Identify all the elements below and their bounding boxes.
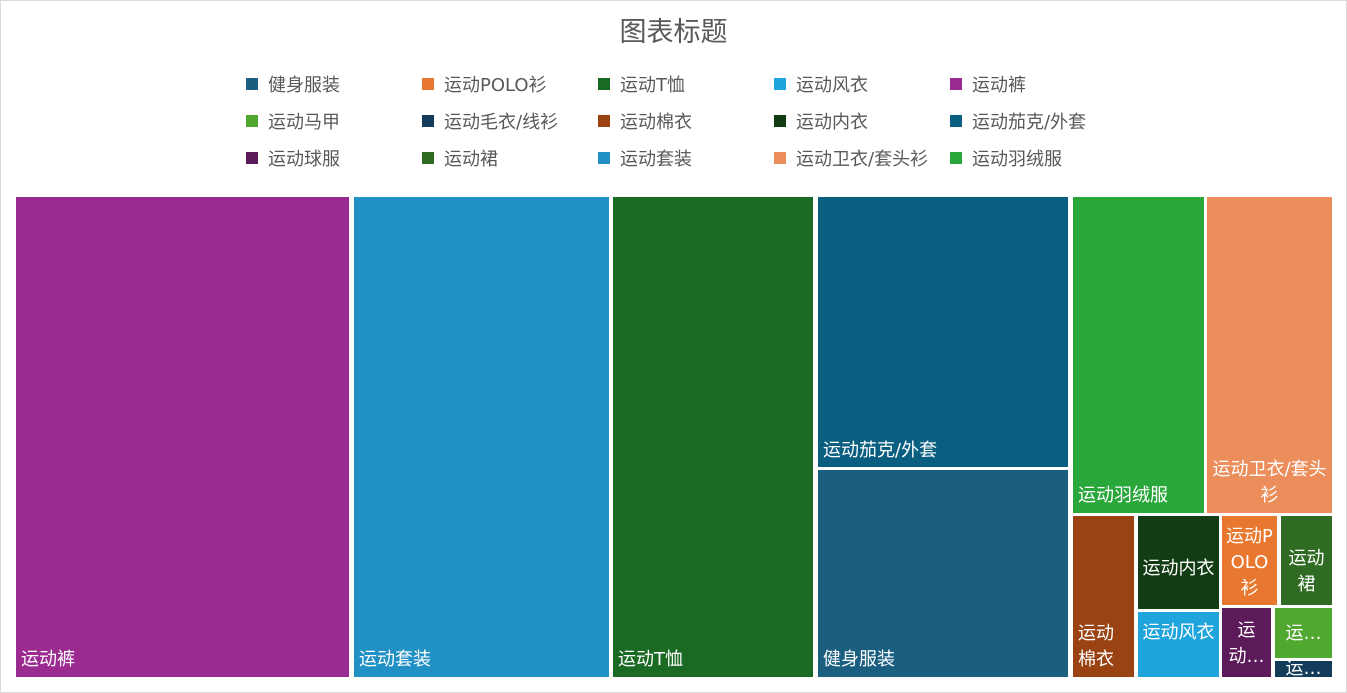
treemap-tile: 运动… [1219,605,1274,680]
legend-label: 运动套装 [620,149,692,170]
legend-item: 运动裤 [950,70,1026,98]
legend-swatch [598,152,610,164]
legend-item: 运动内衣 [774,107,868,135]
treemap-tile: 运… [1272,605,1335,661]
treemap-tile: 健身服装 [815,467,1071,680]
legend-swatch [422,152,434,164]
legend-swatch [950,152,962,164]
legend-item: 运动羽绒服 [950,144,1062,172]
treemap-tile: 运动裙 [1278,513,1335,608]
tile-label: 运动… [1228,620,1265,667]
legend-item: 运动套装 [598,144,692,172]
legend-swatch [950,115,962,127]
legend-label: 健身服装 [268,75,340,96]
treemap-tile: 运动套装 [351,194,612,680]
treemap-tile: 运动羽绒服 [1070,194,1207,516]
legend-item: 运动POLO衫 [422,70,547,98]
treemap-tile: 运动棉衣 [1070,513,1137,680]
treemap-tile: 运动卫衣/套头衫 [1204,194,1335,516]
tile-label: 运动棉衣 [1078,623,1114,670]
tile-label: 运动内衣 [1142,558,1215,579]
tile-label: 运… [1285,658,1322,679]
legend-label: 运动棉衣 [620,112,692,133]
treemap-tile: 运动POLO衫 [1219,513,1280,608]
treemap-tile: 运动裤 [13,194,352,680]
legend-item: 运动茄克/外套 [950,107,1086,135]
legend-label: 运动裤 [972,75,1026,96]
tile-label: 运动风衣 [1142,622,1215,643]
tile-label: 健身服装 [823,649,895,670]
treemap-tile: 运… [1272,658,1335,680]
legend-swatch [598,78,610,90]
treemap-tile: 运动内衣 [1135,513,1222,612]
legend-item: 运动风衣 [774,70,868,98]
legend-label: 运动卫衣/套头衫 [796,149,929,170]
tile-label: 运… [1285,623,1322,644]
tile-label: 运动卫衣/套头衫 [1212,459,1327,506]
tile-label: 运动羽绒服 [1078,485,1168,506]
legend-swatch [422,78,434,90]
legend-label: 运动茄克/外套 [972,112,1087,133]
legend-swatch [246,152,258,164]
tile-label: 运动T恤 [618,649,683,670]
chart-legend: 健身服装 运动POLO衫 运动T恤 运动风衣 运动裤运动马甲 运动毛衣/线衫 运动棉衣 运动内… [246,70,1126,180]
legend-label: 运动毛衣/线衫 [444,112,559,133]
legend-label: 运动T恤 [620,75,685,96]
legend-item: 健身服装 [246,70,340,98]
legend-item: 运动裙 [422,144,498,172]
tile-label: 运动裤 [21,649,75,670]
chart-title: 图表标题 [619,17,728,48]
legend-swatch [246,115,258,127]
legend-item: 运动卫衣/套头衫 [774,144,928,172]
legend-item: 运动棉衣 [598,107,692,135]
legend-swatch [246,78,258,90]
treemap-tile: 运动T恤 [610,194,816,680]
legend-swatch [598,115,610,127]
legend-label: 运动POLO衫 [444,75,547,96]
legend-label: 运动裙 [444,149,498,170]
tile-label: 运动POLO衫 [1226,526,1273,599]
tile-label: 运动裙 [1288,548,1325,595]
legend-swatch [774,115,786,127]
legend-item: 运动球服 [246,144,340,172]
legend-label: 运动风衣 [796,75,868,96]
legend-swatch [774,152,786,164]
legend-swatch [422,115,434,127]
tile-label: 运动茄克/外套 [823,440,938,461]
legend-swatch [774,78,786,90]
legend-item: 运动毛衣/线衫 [422,107,558,135]
legend-label: 运动球服 [268,149,340,170]
treemap-tile: 运动风衣 [1135,609,1222,680]
legend-label: 运动羽绒服 [972,149,1062,170]
legend-item: 运动马甲 [246,107,340,135]
legend-item: 运动T恤 [598,70,685,98]
legend-label: 运动马甲 [268,112,340,133]
treemap-tile: 运动茄克/外套 [815,194,1071,471]
legend-label: 运动内衣 [796,112,868,133]
legend-swatch [950,78,962,90]
tile-label: 运动套装 [359,649,431,670]
